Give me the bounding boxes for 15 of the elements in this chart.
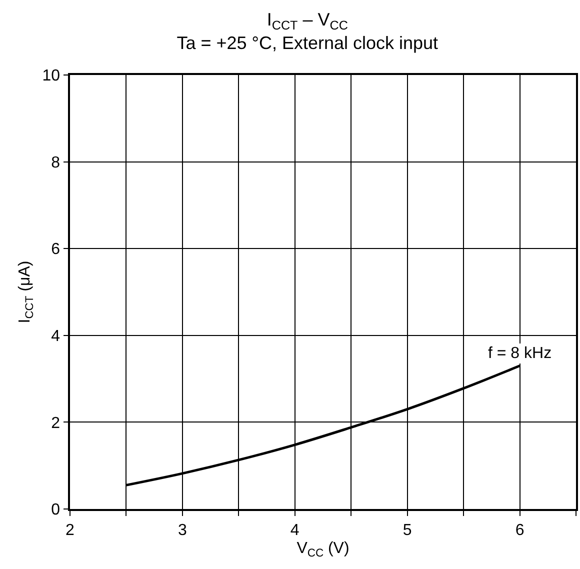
x-axis-title: V$_{CC}$ (V): [296, 540, 350, 560]
x-tick-label: 5: [402, 522, 412, 539]
annotation: f = 8 kHz: [488, 345, 552, 362]
x-tick-label: 3: [178, 522, 187, 539]
y-tick-label: 2: [51, 414, 60, 432]
y-tick-label: 6: [51, 241, 60, 258]
y-tick-label: 0: [51, 502, 60, 519]
x-tick-label: 2: [66, 522, 75, 539]
x-tick-label: 4: [290, 522, 300, 539]
y-tick-label: 10: [42, 68, 60, 85]
y-tick-label: 4: [51, 328, 60, 345]
x-tick-label: 6: [515, 522, 524, 539]
chart-title: I$_{CCT}$ – V$_{CC}$: [266, 10, 348, 32]
y-tick-label: 8: [51, 154, 60, 172]
chart-subtitle: Ta = +25 °C, External clock input: [176, 33, 438, 54]
